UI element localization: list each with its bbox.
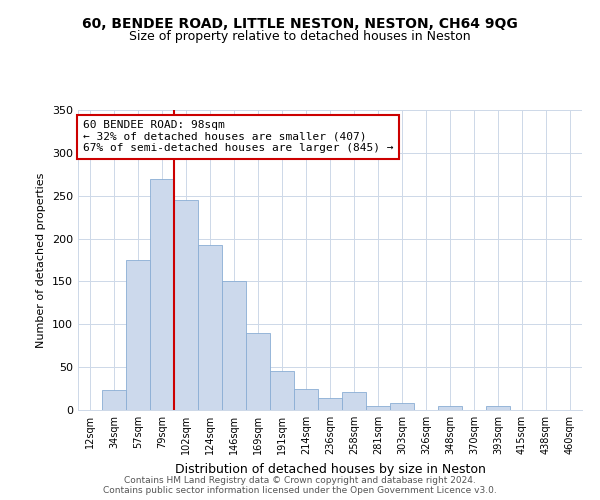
Bar xyxy=(390,403,414,410)
Text: 60 BENDEE ROAD: 98sqm
← 32% of detached houses are smaller (407)
67% of semi-det: 60 BENDEE ROAD: 98sqm ← 32% of detached … xyxy=(83,120,394,154)
Bar xyxy=(126,260,150,410)
Bar xyxy=(294,388,318,410)
Bar xyxy=(342,392,366,410)
Bar xyxy=(150,178,174,410)
Bar xyxy=(366,406,390,410)
Text: Size of property relative to detached houses in Neston: Size of property relative to detached ho… xyxy=(129,30,471,43)
Bar xyxy=(198,246,222,410)
Text: Contains HM Land Registry data © Crown copyright and database right 2024.
Contai: Contains HM Land Registry data © Crown c… xyxy=(103,476,497,495)
Bar xyxy=(438,406,462,410)
X-axis label: Distribution of detached houses by size in Neston: Distribution of detached houses by size … xyxy=(175,462,485,475)
Bar xyxy=(174,200,198,410)
Text: 60, BENDEE ROAD, LITTLE NESTON, NESTON, CH64 9QG: 60, BENDEE ROAD, LITTLE NESTON, NESTON, … xyxy=(82,18,518,32)
Bar xyxy=(318,398,342,410)
Bar xyxy=(102,390,126,410)
Bar xyxy=(270,370,294,410)
Bar xyxy=(246,333,270,410)
Bar xyxy=(486,406,510,410)
Bar xyxy=(222,282,246,410)
Y-axis label: Number of detached properties: Number of detached properties xyxy=(37,172,46,348)
